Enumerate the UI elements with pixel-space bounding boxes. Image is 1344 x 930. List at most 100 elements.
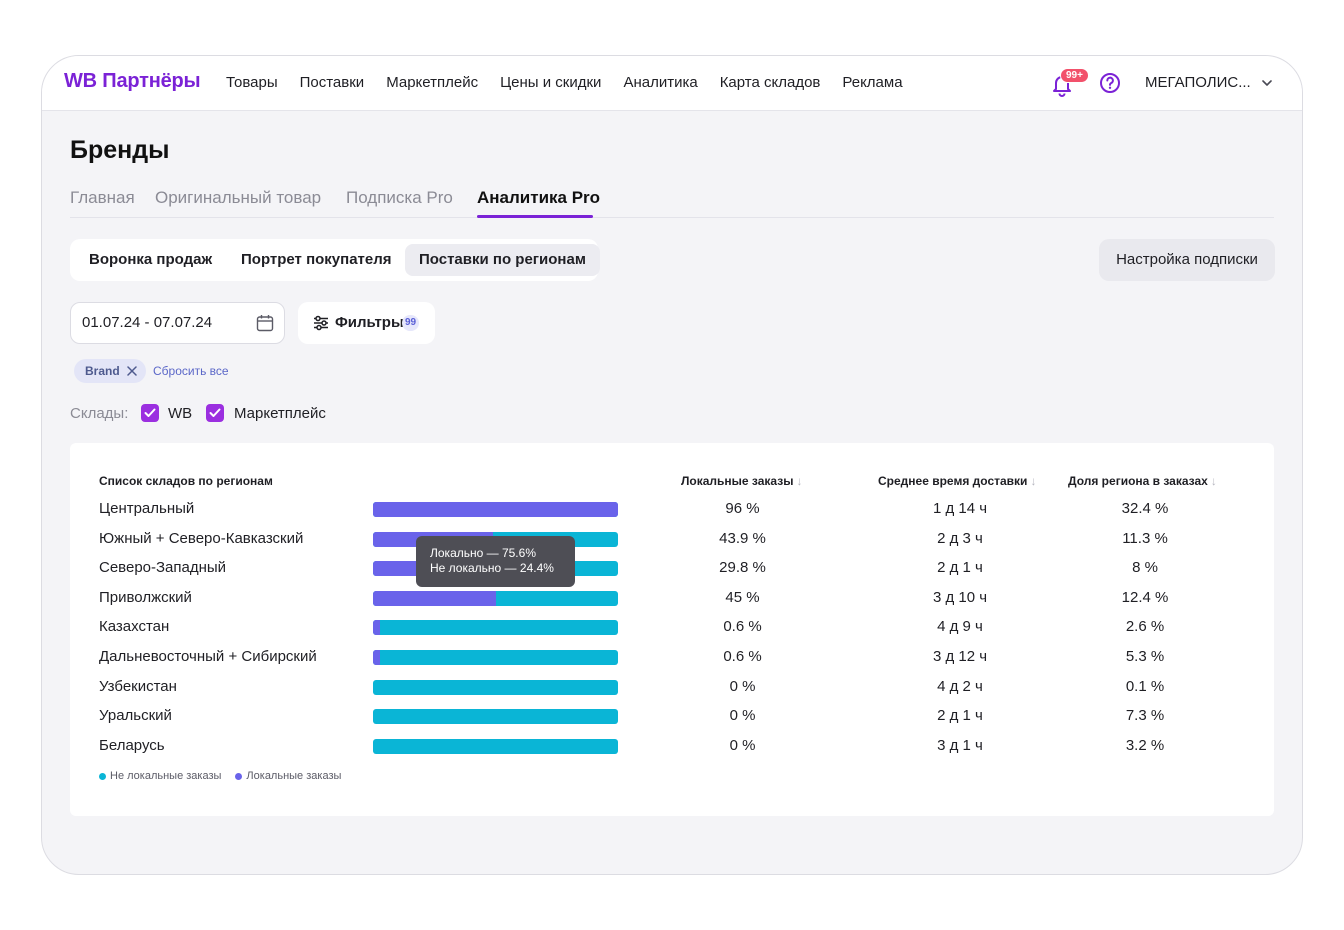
help-icon[interactable] bbox=[1099, 72, 1121, 94]
filter-chip-brand: Brand bbox=[74, 359, 146, 383]
table-row-local-orders: 0.6 % bbox=[723, 618, 762, 636]
filter-chip-label: Brand bbox=[85, 364, 120, 378]
table-row-delivery-time: 3 д 1 ч bbox=[937, 736, 983, 754]
column-header-region-share-label: Доля региона в заказах bbox=[1068, 474, 1208, 488]
table-row-local-orders: 0.6 % bbox=[723, 648, 762, 665]
notifications-badge: 99+ bbox=[1060, 68, 1089, 83]
date-range-field[interactable]: 01.07.24 - 07.07.24 bbox=[70, 302, 285, 344]
table-row-local-orders: 0 % bbox=[729, 736, 756, 754]
tooltip-local: Локально — 75.6% bbox=[430, 546, 536, 560]
table-row-region-name: Уральский bbox=[99, 707, 172, 725]
tooltip-non-local: Не локально — 24.4% bbox=[430, 561, 554, 575]
table-row-region-name: Центральный bbox=[99, 500, 195, 517]
filters-button[interactable]: Фильтры 99 bbox=[298, 302, 435, 344]
table-row-bar-local bbox=[373, 502, 618, 517]
tab-analytics-pro[interactable]: Аналитика Pro bbox=[477, 188, 601, 207]
reset-filters-link[interactable]: Сбросить все bbox=[153, 364, 229, 378]
checkbox-marketplace-label[interactable]: Маркетплейс bbox=[234, 405, 326, 422]
table-row-bar[interactable] bbox=[373, 738, 618, 754]
nav-item-warehouse-map[interactable]: Карта складов bbox=[719, 74, 821, 91]
segment-buyer-portrait[interactable]: Портрет покупателя bbox=[241, 251, 392, 268]
tab-original-product[interactable]: Оригинальный товар bbox=[155, 188, 322, 207]
table-row-region-name: Казахстан bbox=[99, 618, 170, 636]
table-row-delivery-time: 2 д 1 ч bbox=[937, 707, 983, 725]
table-row-region-share: 12.4 % bbox=[1121, 588, 1169, 606]
nav-item-products[interactable]: Товары bbox=[226, 74, 278, 91]
table-row-delivery-time: 2 д 3 ч bbox=[937, 529, 983, 547]
checkbox-wb[interactable] bbox=[141, 404, 159, 422]
table-row-delivery-time: 3 д 12 ч bbox=[932, 648, 988, 665]
close-icon[interactable] bbox=[126, 365, 138, 377]
table-row-local-orders: 43.9 % bbox=[719, 529, 766, 547]
table-row-local-orders: 0 % bbox=[729, 677, 756, 695]
bar-tooltip: Локально — 75.6% Не локально — 24.4% bbox=[416, 536, 575, 587]
main-nav: Товары Поставки Маркетплейс Цены и скидк… bbox=[226, 74, 925, 91]
table-row-region-name: Северо-Западный bbox=[99, 559, 227, 577]
table-row-region-name: Беларусь bbox=[99, 736, 165, 754]
table-row-region-share: 7.3 % bbox=[1125, 707, 1165, 725]
nav-item-ads[interactable]: Реклама bbox=[842, 74, 903, 91]
table-row-local-orders: 45 % bbox=[725, 588, 760, 606]
table-row-bar[interactable] bbox=[373, 502, 618, 517]
table-row-region-share: 5.3 % bbox=[1125, 648, 1165, 665]
subscription-settings-button[interactable]: Настройка подписки bbox=[1099, 239, 1275, 281]
nav-item-supplies[interactable]: Поставки bbox=[299, 74, 365, 91]
tab-main[interactable]: Главная bbox=[70, 188, 135, 207]
filters-label: Фильтры bbox=[335, 314, 404, 331]
legend-item-non-local: Не локальные заказы bbox=[99, 770, 221, 782]
table-row-delivery-time: 2 д 1 ч bbox=[937, 559, 983, 577]
table-row-region-share: 11.3 % bbox=[1122, 529, 1168, 547]
table-row-region-share: 0.1 % bbox=[1125, 677, 1165, 695]
top-bar: WB Партнёры Товары Поставки Маркетплейс … bbox=[42, 56, 1302, 111]
page-title: Бренды bbox=[70, 136, 170, 164]
app-frame: WB Партнёры Товары Поставки Маркетплейс … bbox=[41, 55, 1303, 875]
sort-arrow-icon: ↓ bbox=[796, 474, 803, 488]
nav-item-marketplace[interactable]: Маркетплейс bbox=[386, 74, 479, 91]
checkbox-wb-label[interactable]: WB bbox=[168, 405, 193, 422]
table-row-bar[interactable] bbox=[373, 679, 618, 695]
nav-item-analytics[interactable]: Аналитика bbox=[623, 74, 698, 91]
column-header-local-orders-label: Локальные заказы bbox=[681, 474, 794, 488]
tab-subscription-pro[interactable]: Подписка Pro bbox=[346, 188, 453, 207]
table-row-bar[interactable] bbox=[373, 620, 618, 636]
account-name: МЕГАПОЛИС... bbox=[1145, 74, 1251, 91]
check-icon bbox=[209, 408, 221, 417]
warehouses-label: Склады: bbox=[70, 405, 129, 422]
table-row-region-share: 32.4 % bbox=[1121, 500, 1169, 517]
table-row-region-name: Приволжский bbox=[99, 588, 192, 606]
table-row-region-name: Южный + Северо-Кавказский bbox=[99, 529, 304, 547]
table-row-bar-local bbox=[373, 620, 381, 636]
segment-sales-funnel[interactable]: Воронка продаж bbox=[89, 251, 213, 268]
account-menu[interactable]: МЕГАПОЛИС... bbox=[1145, 74, 1273, 91]
table-row-bar-local bbox=[373, 650, 381, 665]
column-header-local-orders[interactable]: Локальные заказы ↓ bbox=[681, 474, 802, 488]
logo[interactable]: WB Партнёры bbox=[64, 70, 201, 92]
legend-dot-local bbox=[235, 772, 243, 780]
table-row-delivery-time: 4 д 9 ч bbox=[937, 618, 983, 636]
column-header-delivery-time[interactable]: Среднее время доставки ↓ bbox=[878, 474, 1036, 488]
chart-legend: Не локальные заказы Локальные заказы bbox=[99, 770, 341, 782]
table-row-delivery-time: 3 д 10 ч bbox=[932, 588, 988, 606]
sort-arrow-icon: ↓ bbox=[1210, 474, 1217, 488]
table-row-bar[interactable] bbox=[373, 590, 618, 606]
column-header-delivery-time-label: Среднее время доставки bbox=[878, 474, 1028, 488]
calendar-icon[interactable] bbox=[256, 314, 274, 332]
column-header-region: Список складов по регионам bbox=[99, 474, 273, 488]
table-row-bar[interactable] bbox=[373, 650, 618, 665]
report-segmented-control: Воронка продаж Портрет покупателя Постав… bbox=[70, 239, 600, 281]
page-tabs: Главная Оригинальный товар Подписка Pro … bbox=[70, 188, 1274, 218]
table-row-bar[interactable] bbox=[373, 709, 618, 725]
legend-label-local: Локальные заказы bbox=[246, 770, 342, 782]
checkbox-marketplace[interactable] bbox=[206, 404, 224, 422]
sort-arrow-icon: ↓ bbox=[1030, 474, 1037, 488]
table-row-region-share: 3.2 % bbox=[1125, 736, 1165, 754]
table-row-local-orders: 0 % bbox=[729, 707, 756, 725]
nav-item-prices[interactable]: Цены и скидки bbox=[500, 74, 602, 91]
filters-count-badge: 99 bbox=[402, 315, 420, 331]
column-header-region-share[interactable]: Доля региона в заказах ↓ bbox=[1068, 474, 1217, 488]
table-row-region-name: Дальневосточный + Сибирский bbox=[99, 648, 317, 665]
table-row-region-share: 8 % bbox=[1132, 559, 1158, 577]
table-row-delivery-time: 1 д 14 ч bbox=[932, 500, 988, 517]
segment-regional-supplies[interactable]: Поставки по регионам bbox=[405, 244, 600, 276]
check-icon bbox=[144, 408, 156, 417]
